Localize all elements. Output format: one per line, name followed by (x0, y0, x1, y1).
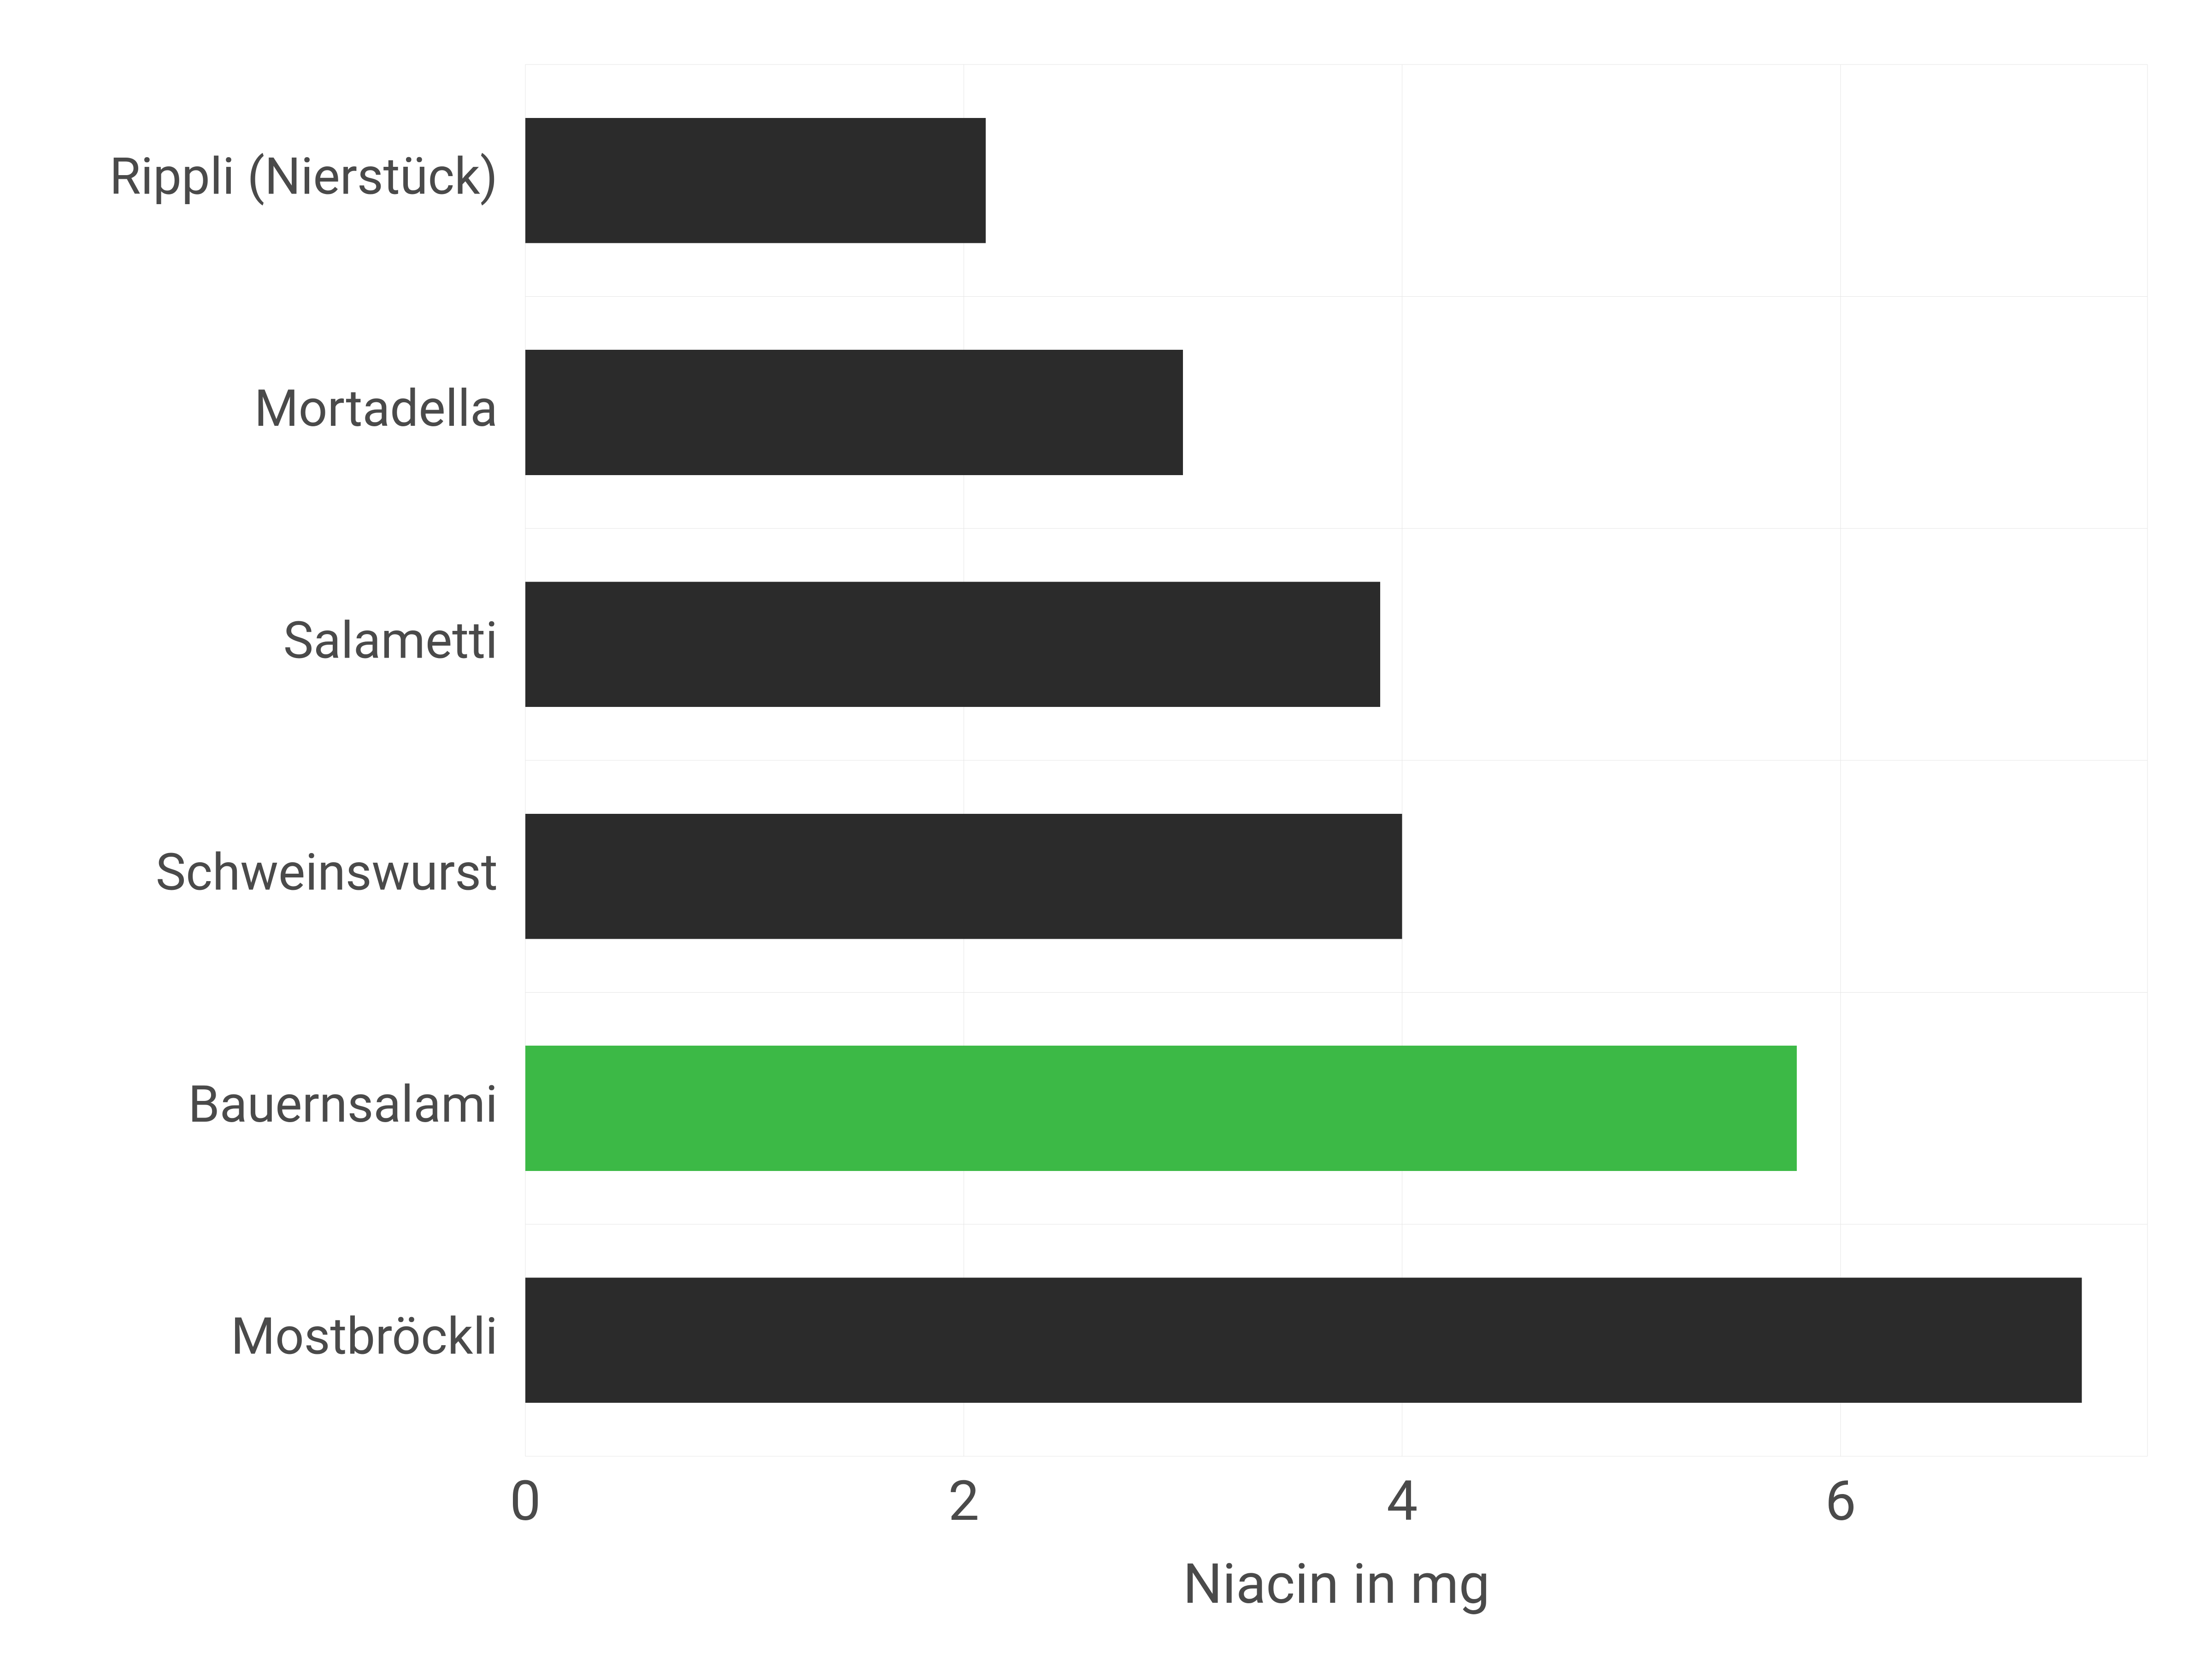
y-label: Mortadella (254, 379, 498, 438)
x-tick-label: 0 (510, 1469, 541, 1534)
x-tick-label: 2 (948, 1469, 979, 1534)
x-tick-label: 4 (1387, 1469, 1418, 1534)
x-axis-title: Niacin in mg (1183, 1552, 1490, 1617)
x-tick-label: 6 (1825, 1469, 1856, 1534)
y-label: Salametti (283, 611, 498, 670)
bar-mostbr-ckli (525, 1277, 2082, 1403)
bar-rippli-nierst-ck- (525, 118, 986, 243)
bar-mortadella (525, 350, 1183, 475)
y-label: Schweinswurst (156, 843, 498, 902)
bar-salametti (525, 582, 1380, 707)
y-label: Bauernsalami (188, 1075, 498, 1134)
y-label: Rippli (Nierstück) (110, 147, 498, 206)
chart-container: Rippli (Nierstück) Mortadella Salametti Sch… (0, 0, 2212, 1659)
bar-schweinswurst (525, 814, 1402, 939)
bar-bauernsalami (525, 1046, 1797, 1171)
niacin-bar-chart: Rippli (Nierstück) Mortadella Salametti Sch… (0, 0, 2212, 1659)
y-label: Mostbröckli (231, 1306, 498, 1366)
